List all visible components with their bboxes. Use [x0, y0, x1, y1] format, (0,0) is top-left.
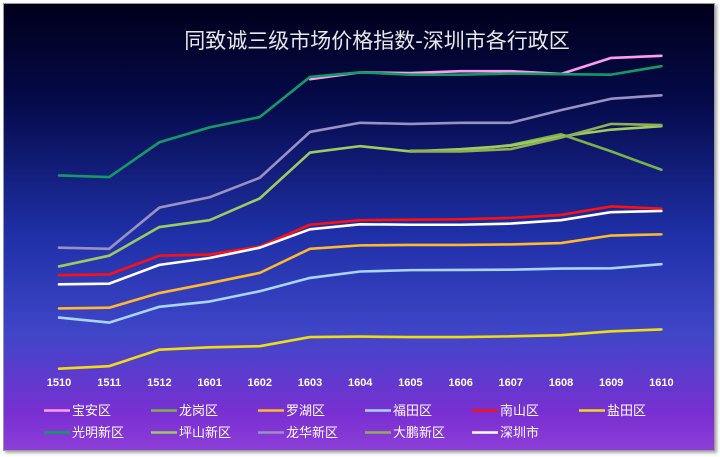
series-line	[57, 209, 663, 286]
x-tick-label: 1604	[348, 377, 373, 389]
legend-label: 福田区	[393, 404, 432, 419]
series-line	[57, 233, 663, 310]
series-line	[57, 262, 663, 324]
x-tick-label: 1603	[298, 377, 322, 389]
x-tick-label: 1608	[549, 377, 573, 389]
x-tick-label: 1512	[147, 377, 171, 389]
legend-label: 深圳市	[500, 425, 539, 441]
x-tick-label: 1609	[599, 377, 623, 389]
x-tick-label: 1510	[47, 377, 71, 389]
x-axis-ticks: 1510 1511 1512 1601 1602 1603 1604 1605 1606 1607…	[47, 377, 674, 389]
series-line	[57, 93, 663, 251]
series-line	[409, 122, 663, 153]
series-line	[57, 64, 663, 179]
legend-label: 龙岗区	[179, 404, 218, 419]
x-tick-label: 1605	[398, 377, 422, 389]
legend-label: 龙华新区	[286, 425, 338, 441]
legend-label: 光明新区	[72, 425, 124, 441]
x-tick-label: 1511	[97, 377, 121, 389]
series-line	[57, 205, 663, 277]
legend-label: 大鹏新区	[393, 425, 445, 441]
chart-frame: 同致诚三级市场价格指数-深圳市各行政区 1510 1511 1512 1601 1602…	[3, 3, 715, 451]
legend-label: 罗湖区	[286, 404, 325, 419]
x-tick-label: 1602	[248, 377, 272, 389]
x-tick-label: 1610	[649, 377, 673, 389]
series-lines	[57, 54, 663, 370]
x-tick-label: 1607	[499, 377, 523, 389]
legend-label: 宝安区	[72, 404, 111, 419]
x-tick-label: 1601	[197, 377, 221, 389]
series-line	[57, 328, 663, 370]
line-chart: 同致诚三级市场价格指数-深圳市各行政区 1510 1511 1512 1601 1602…	[44, 29, 674, 441]
x-tick-label: 1606	[448, 377, 472, 389]
legend-label: 盐田区	[607, 404, 646, 419]
legend-label: 坪山新区	[179, 425, 231, 441]
legend-label: 南山区	[500, 403, 539, 419]
chart-title: 同致诚三级市场价格指数-深圳市各行政区	[184, 29, 570, 53]
